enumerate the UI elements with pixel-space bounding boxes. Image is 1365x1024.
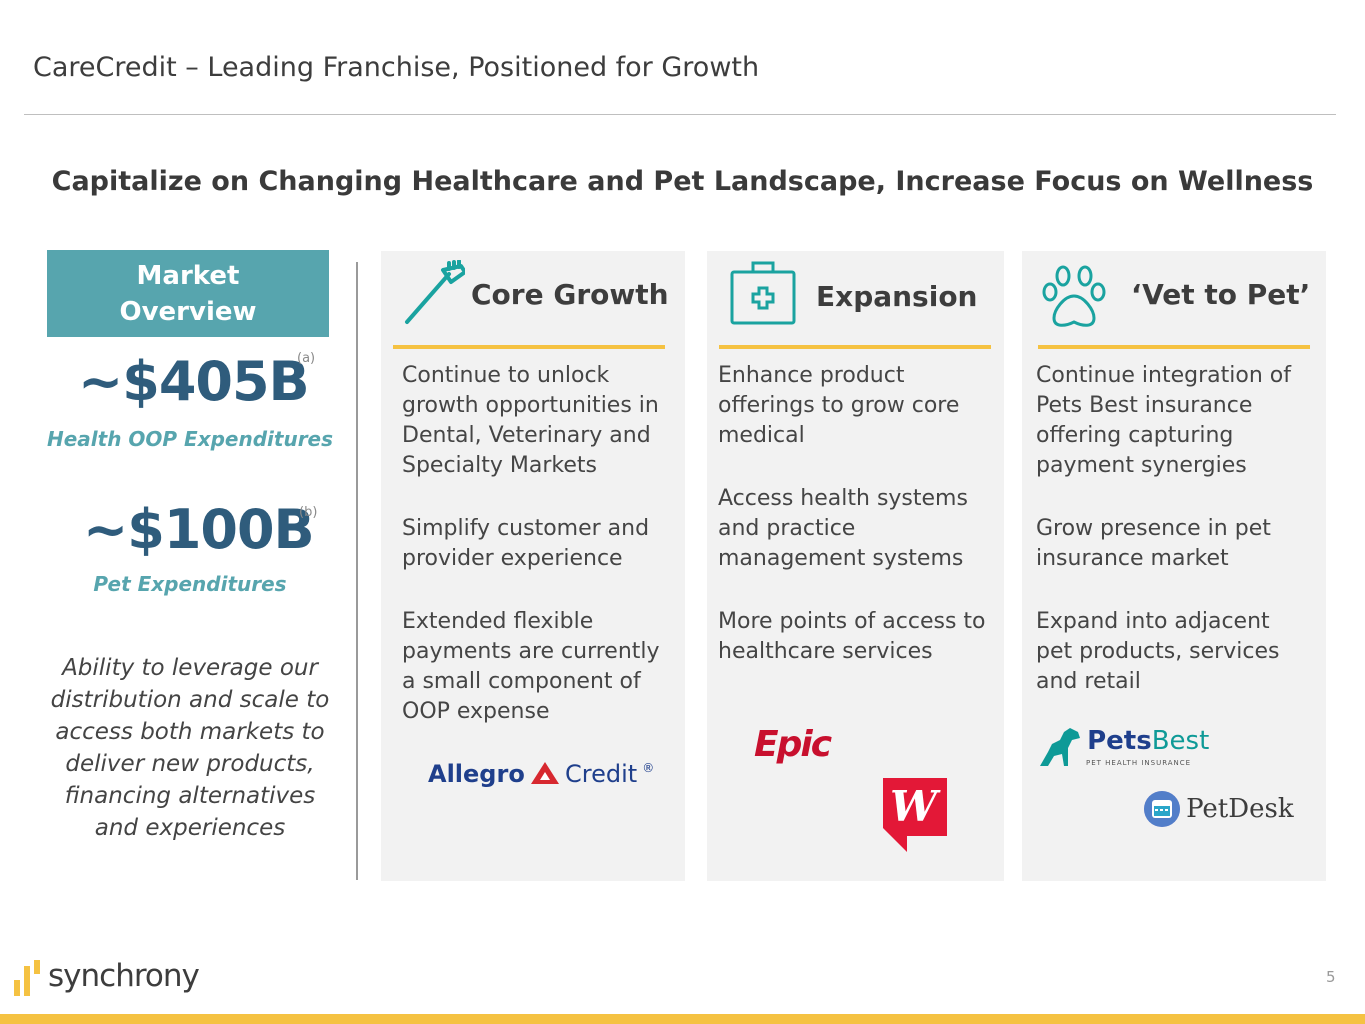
core-growth-title: Core Growth <box>471 278 669 311</box>
pet-stat-label: Pet Expenditures <box>93 572 287 596</box>
market-overview-heading: Market Overview <box>47 250 329 337</box>
core-growth-bullet-1: Continue to unlock growth opportunities … <box>402 363 659 478</box>
title-divider <box>24 114 1336 115</box>
expansion-bullet-1: Enhance product offerings to grow core m… <box>718 363 960 448</box>
expansion-rule <box>719 345 991 349</box>
core-growth-rule <box>393 345 665 349</box>
vet-to-pet-bullet-3: Expand into adjacent pet products, servi… <box>1036 609 1280 694</box>
expansion-bullet-3: More points of access to healthcare serv… <box>718 609 986 664</box>
medical-kit-icon <box>730 261 796 325</box>
pets-best-logo: PetsBest <box>1038 726 1209 768</box>
petdesk-logo-text: PetDesk <box>1186 794 1294 824</box>
allegro-triangle-icon <box>530 762 559 784</box>
pets-best-best-text: Best <box>1151 726 1210 756</box>
vet-to-pet-rule <box>1038 345 1310 349</box>
synchrony-logo: synchrony <box>14 958 200 998</box>
vet-to-pet-bullet-1: Continue integration of Pets Best insura… <box>1036 363 1291 478</box>
vertical-divider <box>356 262 358 880</box>
registered-mark: ® <box>642 761 655 775</box>
slide-subtitle: Capitalize on Changing Healthcare and Pe… <box>51 166 1314 197</box>
pets-best-tagline: PET HEALTH INSURANCE <box>1086 759 1192 767</box>
synchrony-mark-icon <box>14 960 40 996</box>
vet-to-pet-panel <box>1022 251 1326 881</box>
health-stat-value: ~$405B <box>78 350 310 413</box>
page-number: 5 <box>1326 968 1336 986</box>
health-stat-footnote: (a) <box>297 351 316 366</box>
pet-stat: ~$100B <box>83 498 315 561</box>
petdesk-logo: PetDesk <box>1143 790 1294 828</box>
footer-accent-bar <box>0 1014 1365 1024</box>
pet-stat-value: ~$100B <box>83 498 315 561</box>
core-growth-bullet-3: Extended flexible payments are currently… <box>402 609 660 724</box>
synchrony-wordmark: synchrony <box>48 958 200 994</box>
expansion-panel <box>707 251 1004 881</box>
health-stat: ~$405B <box>78 350 310 413</box>
leverage-statement: Ability to leverage our distribution and… <box>50 655 330 841</box>
credit-logo-text: Credit <box>565 760 638 788</box>
walgreens-logo-letter: W <box>890 782 938 831</box>
market-overview-heading-line1: Market <box>136 261 240 291</box>
paw-icon <box>1042 265 1106 327</box>
epic-logo: Epic <box>754 724 832 765</box>
core-growth-panel <box>381 251 685 881</box>
dog-silhouette-icon <box>1040 728 1080 766</box>
market-overview-heading-line2: Overview <box>119 297 257 327</box>
allegro-logo-text: Allegro <box>428 760 525 788</box>
expansion-bullet-2: Access health systems and practice manag… <box>718 486 968 571</box>
toothbrush-icon <box>405 260 465 324</box>
walgreens-logo <box>883 778 947 852</box>
vet-to-pet-bullet-2: Grow presence in pet insurance market <box>1036 516 1271 571</box>
vet-to-pet-title: ‘Vet to Pet’ <box>1131 278 1311 311</box>
allegro-credit-logo: Allegro Credit ® <box>428 760 654 788</box>
pet-stat-footnote: (b) <box>299 505 318 520</box>
expansion-title: Expansion <box>816 280 978 313</box>
page-title: CareCredit – Leading Franchise, Position… <box>33 52 760 83</box>
petdesk-badge-icon <box>1144 791 1180 827</box>
health-stat-label: Health OOP Expenditures <box>47 427 334 451</box>
pets-best-pets-text: Pets <box>1087 726 1152 756</box>
core-growth-bullet-2: Simplify customer and provider experienc… <box>402 516 650 571</box>
